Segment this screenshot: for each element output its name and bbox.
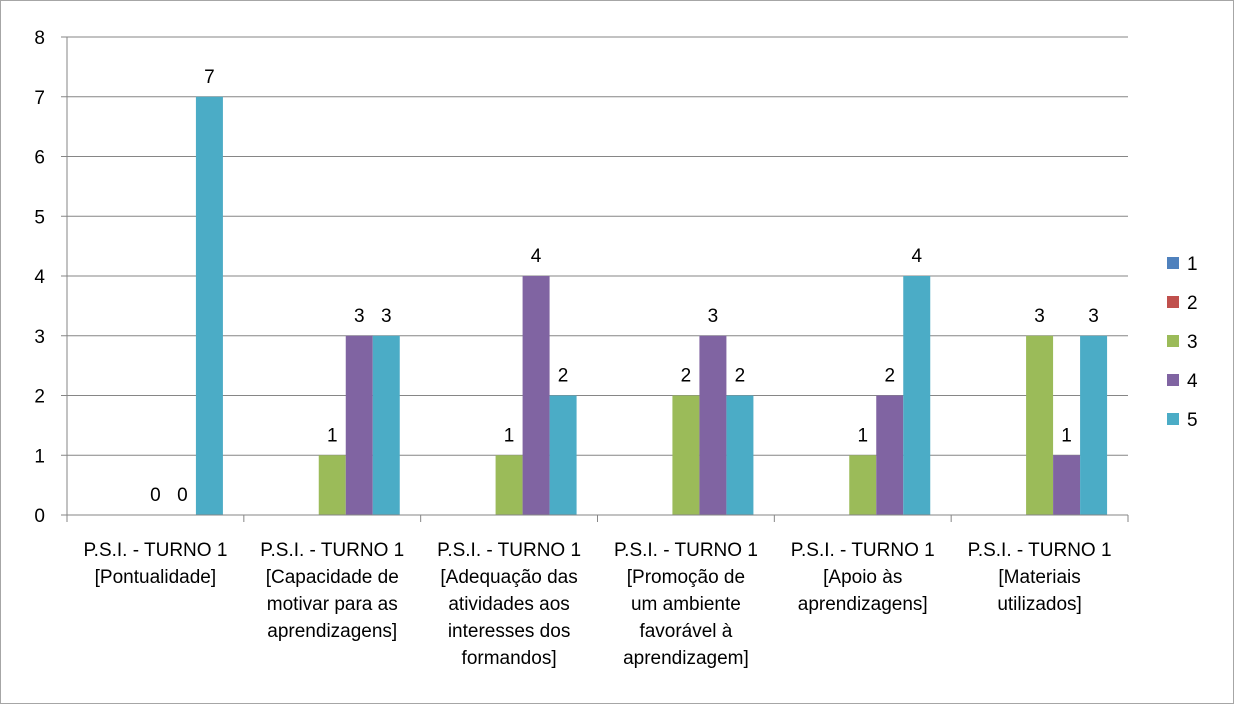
data-label: 2 — [884, 366, 895, 387]
y-tick-label: 7 — [34, 88, 45, 109]
x-category-label: motivar para as — [267, 594, 398, 615]
x-category-label: aprendizagens] — [798, 594, 928, 615]
legend-swatch — [1167, 296, 1179, 308]
x-category-label: [Adequação das — [440, 567, 577, 588]
x-category-label: P.S.I. - TURNO 1 — [614, 540, 758, 561]
legend-label: 3 — [1187, 332, 1198, 353]
x-category-label: [Materiais — [998, 567, 1080, 588]
bar — [726, 395, 754, 515]
data-label: 1 — [1061, 425, 1072, 446]
data-label: 3 — [708, 306, 719, 327]
x-category-label: P.S.I. - TURNO 1 — [437, 540, 581, 561]
bar — [345, 335, 373, 515]
x-category-label: P.S.I. - TURNO 1 — [968, 540, 1112, 561]
data-label: 0 — [150, 485, 161, 506]
x-category-label: [Pontualidade] — [95, 567, 217, 588]
legend-swatch — [1167, 413, 1179, 425]
y-tick-label: 5 — [34, 207, 45, 228]
x-category-label: favorável à — [639, 621, 732, 642]
bar — [372, 335, 400, 515]
x-category-label: atividades aos — [448, 594, 569, 615]
bar — [522, 276, 550, 515]
y-tick-label: 4 — [34, 267, 45, 288]
data-label: 2 — [735, 366, 746, 387]
y-tick-label: 3 — [34, 327, 45, 348]
legend-label: 5 — [1187, 410, 1198, 431]
data-label: 0 — [177, 485, 188, 506]
data-labels: 0 1 1 2 1 3 0 3 4 3 2 1 7 3 2 2 4 3 — [150, 67, 1099, 506]
x-category-label: utilizados] — [997, 594, 1082, 615]
bar — [1053, 455, 1081, 515]
bar — [699, 335, 727, 515]
legend-label: 1 — [1187, 254, 1198, 275]
bar — [549, 395, 577, 515]
x-category-label: [Apoio às — [823, 567, 902, 588]
bar — [195, 96, 223, 515]
data-label: 3 — [1034, 306, 1045, 327]
x-axis: P.S.I. - TURNO 1 [Pontualidade] P.S.I. - T… — [66, 514, 1129, 669]
x-category-label: P.S.I. - TURNO 1 — [83, 540, 227, 561]
y-tick-label: 2 — [34, 387, 45, 408]
data-label: 1 — [504, 425, 515, 446]
data-label: 2 — [558, 366, 569, 387]
y-tick-label: 0 — [34, 506, 45, 527]
data-label: 4 — [531, 246, 542, 267]
data-label: 7 — [204, 67, 215, 88]
legend-swatch — [1167, 335, 1179, 347]
bar — [318, 455, 346, 515]
x-category-label: P.S.I. - TURNO 1 — [791, 540, 935, 561]
x-category-label: [Promoção de — [627, 567, 745, 588]
data-label: 1 — [327, 425, 338, 446]
data-label: 2 — [681, 366, 692, 387]
bar — [1080, 335, 1108, 515]
x-category-label: aprendizagem] — [623, 648, 749, 669]
bar — [876, 395, 904, 515]
legend-swatch — [1167, 374, 1179, 386]
bar — [903, 276, 931, 515]
legend-label: 4 — [1187, 371, 1198, 392]
x-category-label: P.S.I. - TURNO 1 — [260, 540, 404, 561]
bar — [849, 455, 877, 515]
y-axis: 0 1 2 3 4 5 6 7 8 — [34, 28, 68, 527]
legend-label: 2 — [1187, 293, 1198, 314]
bars — [195, 96, 1108, 515]
y-tick-label: 6 — [34, 148, 45, 169]
bar — [495, 455, 523, 515]
data-label: 3 — [354, 306, 365, 327]
data-label: 1 — [857, 425, 868, 446]
x-category-label: interesses dos — [448, 621, 571, 642]
gridlines — [67, 36, 1128, 456]
x-category-label: formandos] — [462, 648, 557, 669]
data-label: 4 — [911, 246, 922, 267]
x-category-label: aprendizagens] — [267, 621, 397, 642]
y-tick-label: 1 — [34, 446, 45, 467]
bar — [672, 395, 700, 515]
legend-swatch — [1167, 257, 1179, 269]
x-category-label: um ambiente — [631, 594, 741, 615]
legend: 1 2 3 4 5 — [1167, 254, 1198, 431]
data-label: 3 — [1088, 306, 1099, 327]
bar — [1026, 335, 1054, 515]
x-category-label: [Capacidade de — [266, 567, 399, 588]
data-label: 3 — [381, 306, 392, 327]
y-tick-label: 8 — [34, 28, 45, 49]
